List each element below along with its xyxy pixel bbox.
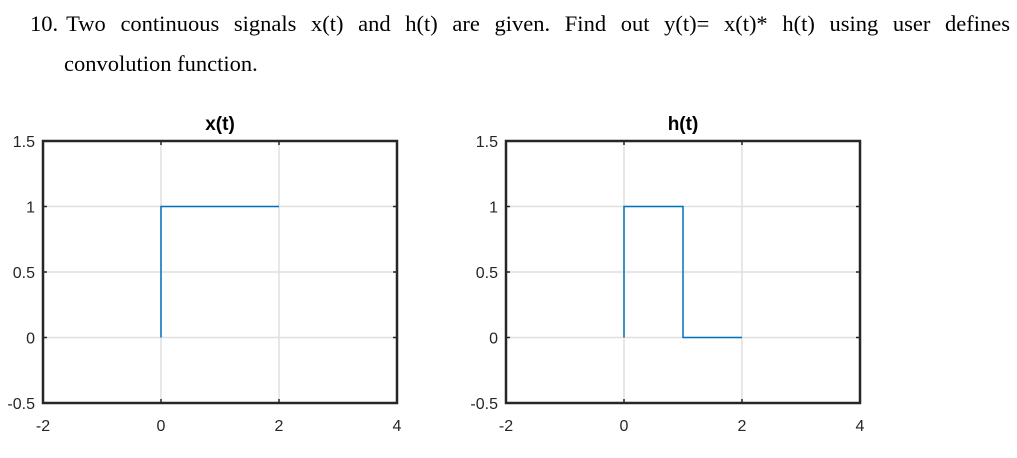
chart-2: -2 0 2 4 -0.5 0 0.5 1 1.5 h(t) [470, 114, 864, 435]
chart-2-series-1-line [623, 205, 742, 339]
question-number: 10. [30, 11, 59, 36]
chart-1-ytick-label: 1.5 [13, 134, 35, 151]
chart-2-ytick-label: 0 [489, 331, 498, 348]
chart-1-ytick-label: -0.5 [7, 396, 35, 413]
chart-2-ytick-label: 0.5 [476, 265, 498, 282]
chart-1-xtick-label: -2 [36, 418, 50, 435]
chart-2-xtick-label: 4 [856, 418, 865, 435]
chart-2-xtick-label: 0 [620, 418, 629, 435]
chart-1-xtick-label: 0 [157, 418, 166, 435]
question-line-2: convolution function. [64, 51, 258, 76]
chart-2-title: h(t) [668, 114, 699, 135]
chart-1-title: x(t) [205, 114, 235, 135]
chart-2-ytick-label: 1.5 [476, 134, 498, 151]
chart-1-xtick-label: 2 [275, 418, 284, 435]
chart-1-ytick-label: 0.5 [13, 265, 35, 282]
chart-1-series-1-line [160, 205, 279, 338]
question-line-1-text: Two continuous signals x(t) and h(t) are… [66, 11, 1010, 36]
chart-1: -2 0 2 4 -0.5 0 0.5 1 1.5 x(t) [7, 114, 401, 435]
chart-1-ytick-label: 1 [26, 200, 35, 217]
chart-1-xtick-label: 4 [393, 418, 402, 435]
chart-2-xtick-label: -2 [499, 418, 513, 435]
chart-1-ytick-label: 0 [26, 331, 35, 348]
question-text: 10. Two continuous signals x(t) and h(t)… [30, 4, 1010, 84]
chart-2-ytick-label: 1 [489, 200, 498, 217]
chart-2-ytick-label: -0.5 [470, 396, 498, 413]
chart-2-xtick-label: 2 [738, 418, 747, 435]
question-line-1: 10. Two continuous signals x(t) and h(t)… [30, 4, 1010, 44]
